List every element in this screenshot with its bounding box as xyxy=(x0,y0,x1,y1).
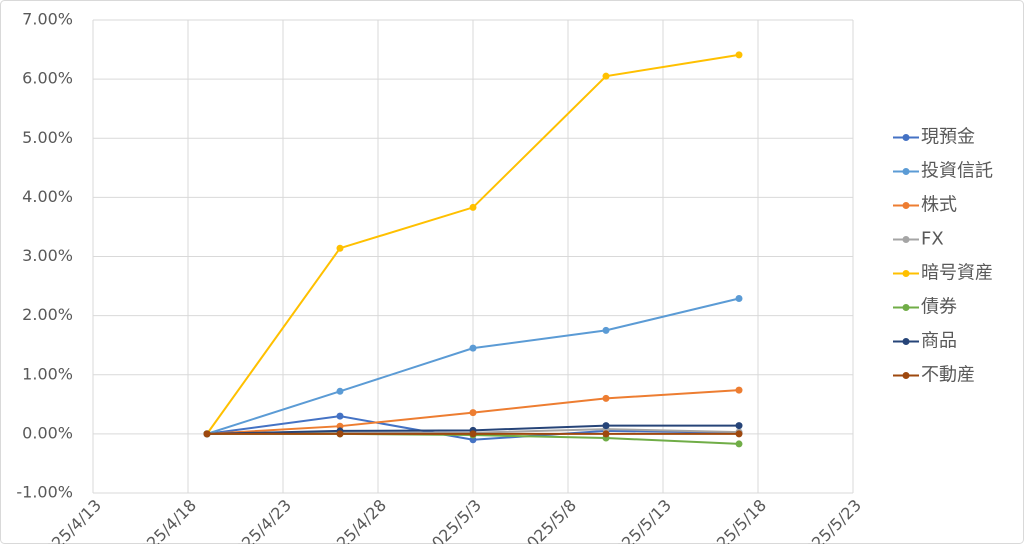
data-point xyxy=(602,326,610,334)
data-point xyxy=(735,440,743,448)
legend-marker xyxy=(902,304,910,311)
data-point xyxy=(602,430,610,438)
data-point xyxy=(602,422,610,430)
data-point xyxy=(735,386,743,394)
data-point xyxy=(336,387,344,395)
data-point xyxy=(602,394,610,402)
legend-marker xyxy=(902,168,910,175)
legend-label: FX xyxy=(921,229,944,250)
data-point xyxy=(602,72,610,80)
legend-label: 現預金 xyxy=(921,127,975,148)
legend-label: 投資信託 xyxy=(921,161,993,182)
legend-label: 株式 xyxy=(921,195,957,216)
data-point xyxy=(469,430,477,438)
y-tick-label: 4.00% xyxy=(22,187,73,206)
legend-marker xyxy=(902,270,910,277)
data-point xyxy=(336,430,344,438)
y-tick-label: 6.00% xyxy=(22,69,73,88)
data-point xyxy=(735,51,743,59)
legend-marker xyxy=(902,236,910,243)
data-point xyxy=(336,412,344,420)
y-tick-label: 5.00% xyxy=(22,128,73,147)
legend-marker xyxy=(902,338,910,345)
data-point xyxy=(469,203,477,211)
y-tick-label: 3.00% xyxy=(22,246,73,265)
legend-marker xyxy=(902,372,910,379)
data-point xyxy=(336,244,344,252)
legend-label: 債券 xyxy=(921,297,957,318)
y-tick-label: -1.00% xyxy=(16,483,73,502)
y-tick-label: 0.00% xyxy=(22,423,73,442)
y-tick-label: 7.00% xyxy=(22,10,73,29)
data-point xyxy=(735,422,743,430)
legend-marker xyxy=(902,202,910,209)
data-point xyxy=(735,294,743,302)
data-point xyxy=(203,430,211,438)
data-point xyxy=(469,344,477,352)
legend-label: 暗号資産 xyxy=(921,263,993,284)
y-tick-label: 1.00% xyxy=(22,364,73,383)
legend-label: 不動産 xyxy=(921,365,975,386)
y-tick-label: 2.00% xyxy=(22,305,73,324)
legend-marker xyxy=(902,134,910,141)
data-point xyxy=(735,430,743,438)
legend-label: 商品 xyxy=(921,331,957,352)
data-point xyxy=(469,409,477,417)
